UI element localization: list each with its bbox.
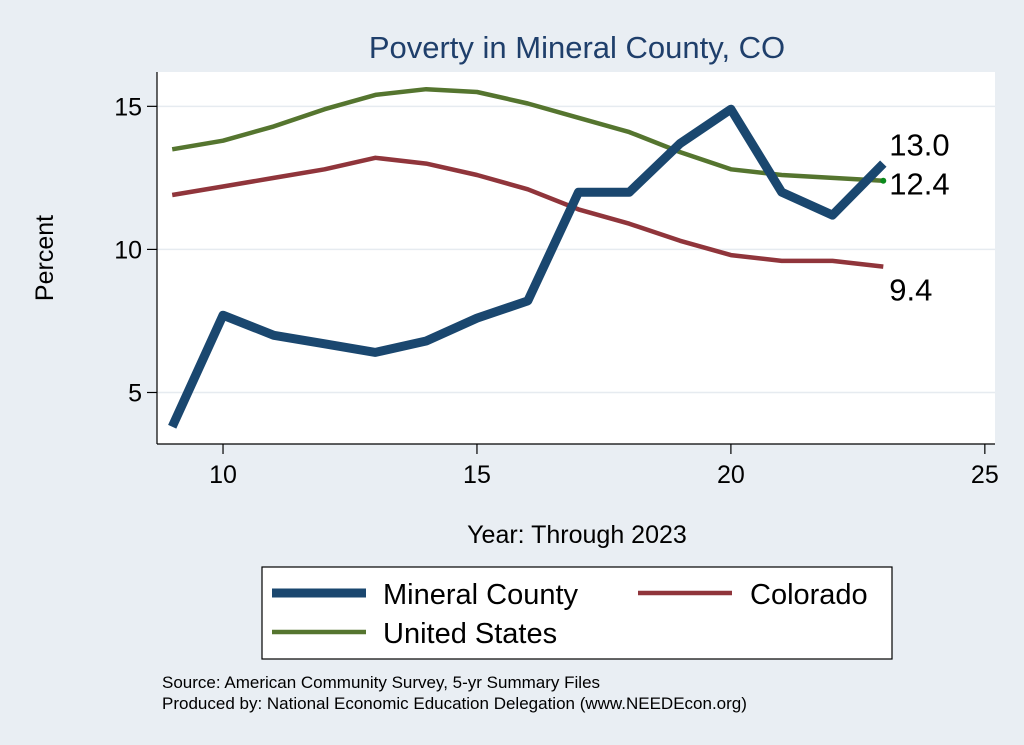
legend-label-united-states: United States xyxy=(383,618,557,650)
y-tick-label-15: 15 xyxy=(114,93,142,121)
y-axis-label: Percent xyxy=(31,215,59,301)
y-tick-label-10: 10 xyxy=(114,236,142,264)
legend-box xyxy=(261,566,893,660)
series-line-mineral-county xyxy=(168,104,887,429)
x-tick-label-20: 20 xyxy=(717,461,745,489)
series-line-colorado xyxy=(171,155,884,269)
y-tick-label-5: 5 xyxy=(128,379,142,407)
source-note-line: Source: American Community Survey, 5-yr … xyxy=(162,673,600,692)
series-end-marker-united-states xyxy=(880,177,887,184)
end-label-united-states: 12.4 xyxy=(889,167,949,202)
series-lines xyxy=(168,86,887,429)
plot-area xyxy=(157,72,995,444)
chart-title: Poverty in Mineral County, CO xyxy=(369,30,785,65)
x-axis-ticks: 10 15 20 25 xyxy=(209,444,999,489)
legend-label-mineral-county: Mineral County xyxy=(383,579,579,611)
x-tick-label-25: 25 xyxy=(971,461,999,489)
producer-note-line: Produced by: National Economic Education… xyxy=(162,694,747,713)
gridlines xyxy=(157,105,995,394)
x-tick-label-10: 10 xyxy=(209,461,237,489)
end-label-colorado: 9.4 xyxy=(889,273,932,308)
legend-label-colorado: Colorado xyxy=(750,579,868,611)
legend: Mineral County Colorado United States xyxy=(261,566,893,660)
x-tick-label-15: 15 xyxy=(463,461,491,489)
y-axis-ticks: 5 10 15 xyxy=(114,93,157,407)
end-labels: 13.0 9.4 12.4 xyxy=(889,128,949,308)
x-axis-label: Year: Through 2023 xyxy=(467,521,687,549)
end-label-mineral-county: 13.0 xyxy=(889,128,949,163)
